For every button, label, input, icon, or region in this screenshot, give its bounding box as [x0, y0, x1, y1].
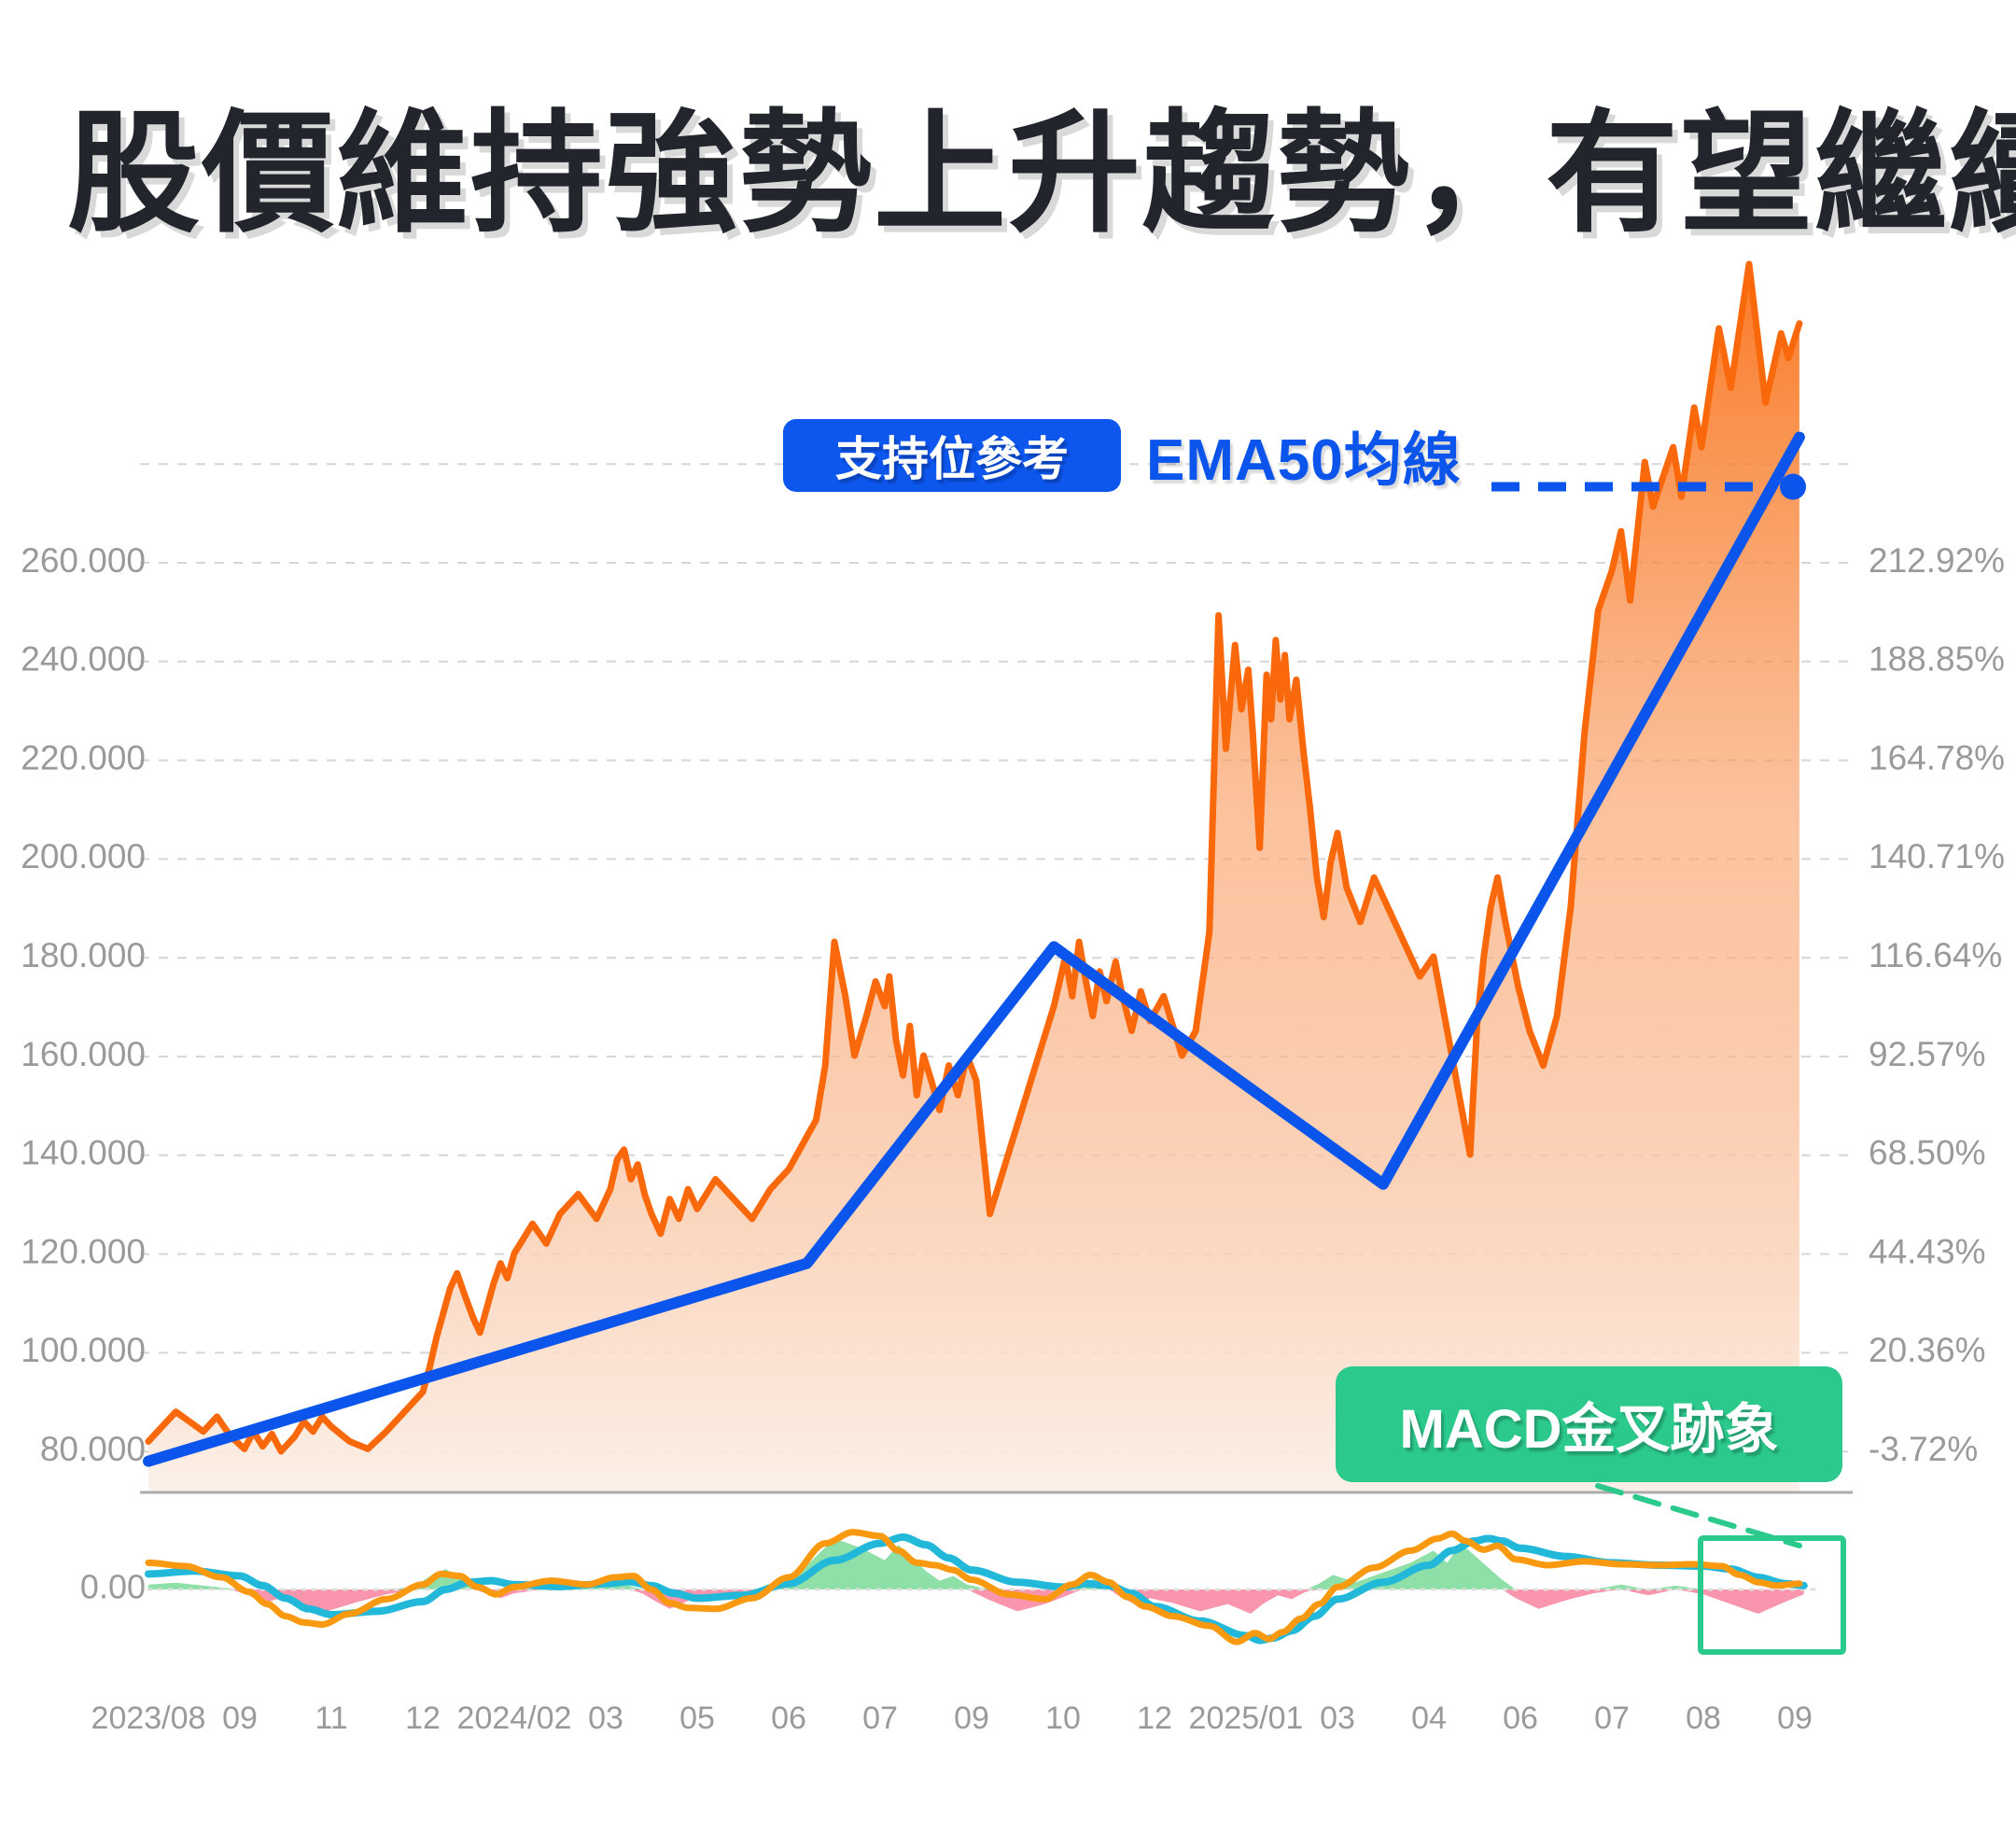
date-axis-label: 03: [588, 1701, 623, 1736]
percent-axis-label: 116.64%: [1869, 936, 2002, 974]
percent-axis-label: 92.57%: [1869, 1035, 1986, 1073]
percent-axis-label: 212.92%: [1869, 541, 2005, 580]
price-axis-label: 240.000: [21, 640, 146, 679]
date-axis-label: 12: [405, 1701, 441, 1736]
date-axis-label: 2023/08: [91, 1701, 206, 1736]
date-axis-label: 06: [771, 1701, 806, 1736]
percent-axis-label: -3.72%: [1869, 1430, 1978, 1468]
macd-dif-line: [145, 1529, 1803, 1645]
page-title: 股價維持強勢上升趨勢，有望繼續破新高: [67, 100, 2016, 248]
date-axis-label: 03: [1320, 1701, 1355, 1736]
macd-golden-cross-badge: MACD金叉跡象: [1336, 1366, 1842, 1482]
axis-labels: 260.000 240.000 220.000 200.000 180.000 160.0…: [21, 541, 2005, 1736]
ema50-label: EMA50均線: [1146, 428, 1462, 493]
date-axis-label: 07: [862, 1701, 898, 1736]
price-axis-label: 160.000: [21, 1035, 146, 1073]
macd-zero-label: 0.00: [80, 1568, 146, 1606]
date-axis-label: 09: [222, 1701, 258, 1736]
macd-golden-cross-highlight: [1698, 1535, 1846, 1655]
percent-axis-label: 20.36%: [1869, 1331, 1986, 1369]
price-axis-label: 200.000: [21, 837, 146, 875]
price-axis-label: 120.000: [21, 1232, 146, 1270]
date-axis-label: 10: [1045, 1701, 1081, 1736]
date-axis-label: 07: [1594, 1701, 1630, 1736]
date-axis-label: 09: [954, 1701, 989, 1736]
percent-axis-label: 188.85%: [1869, 640, 2005, 679]
price-axis-label: 80.000: [40, 1430, 146, 1468]
price-axis-label: 140.000: [21, 1134, 146, 1172]
macd-dea-line: [145, 1533, 1808, 1645]
date-axis-label: 2025/01: [1189, 1701, 1304, 1736]
date-axis-label: 09: [1777, 1701, 1813, 1736]
percent-axis-label: 140.71%: [1869, 837, 2005, 875]
date-axis-label: 11: [315, 1701, 347, 1736]
ema50-line: [143, 431, 1805, 1467]
price-axis-label: 260.000: [21, 541, 146, 580]
macd-histogram-positive: [148, 1538, 1804, 1589]
percent-axis-label: 68.50%: [1869, 1134, 1986, 1172]
date-axis-label: 06: [1503, 1701, 1538, 1736]
date-axis-label: 05: [679, 1701, 715, 1736]
date-axis-label: 12: [1137, 1701, 1172, 1736]
price-axis-label: 180.000: [21, 936, 146, 974]
support-reference-badge: 支持位參考: [783, 419, 1121, 492]
date-axis-label: 2024/02: [457, 1701, 572, 1736]
date-axis-label: 04: [1411, 1701, 1447, 1736]
price-line: [145, 260, 1803, 1455]
percent-axis-label: 44.43%: [1869, 1232, 1986, 1270]
price-axis-label: 100.000: [21, 1331, 146, 1369]
support-level-dot: [1780, 473, 1806, 500]
date-axis-label: 08: [1686, 1701, 1721, 1736]
price-axis-label: 220.000: [21, 738, 146, 777]
percent-axis-label: 164.78%: [1869, 738, 2005, 777]
